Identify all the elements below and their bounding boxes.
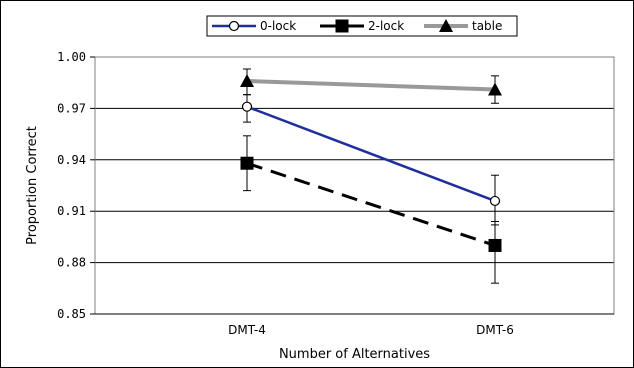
series-layer <box>240 68 502 284</box>
data-point <box>335 19 349 33</box>
y-tick-label: 0.85 <box>57 307 86 321</box>
x-axis-title: Number of Alternatives <box>279 347 430 362</box>
series-table <box>240 68 502 104</box>
legend-label: 2-lock <box>368 19 404 33</box>
data-point <box>240 73 254 87</box>
y-tick-label: 0.88 <box>57 256 86 270</box>
y-axis-ticks: 0.85 0.88 0.91 0.94 0.97 1.00 <box>57 50 95 321</box>
x-axis-categories: DMT-4 DMT-6 <box>95 313 614 337</box>
data-point <box>439 19 453 32</box>
data-point <box>241 101 253 112</box>
series-line <box>246 78 496 92</box>
series-line <box>246 161 496 247</box>
data-point <box>228 20 240 32</box>
legend: 0-lock 2-lock table <box>206 15 518 37</box>
series-2-lock <box>240 135 502 284</box>
data-point <box>488 238 502 252</box>
legend-label: 0-lock <box>260 19 296 33</box>
data-point <box>488 82 502 96</box>
y-tick-label: 0.91 <box>57 204 86 218</box>
data-point <box>240 156 254 170</box>
y-axis-title: Proportion Correct <box>25 126 40 245</box>
x-category-label: DMT-4 <box>228 323 266 337</box>
series-line <box>246 105 496 203</box>
y-tick-label: 1.00 <box>57 50 86 64</box>
x-category-label: DMT-6 <box>476 323 514 337</box>
legend-label: table <box>472 19 502 33</box>
series-0-lock <box>241 94 501 226</box>
y-tick-label: 0.94 <box>57 153 86 167</box>
data-point <box>489 195 501 207</box>
y-tick-label: 0.97 <box>57 101 86 115</box>
